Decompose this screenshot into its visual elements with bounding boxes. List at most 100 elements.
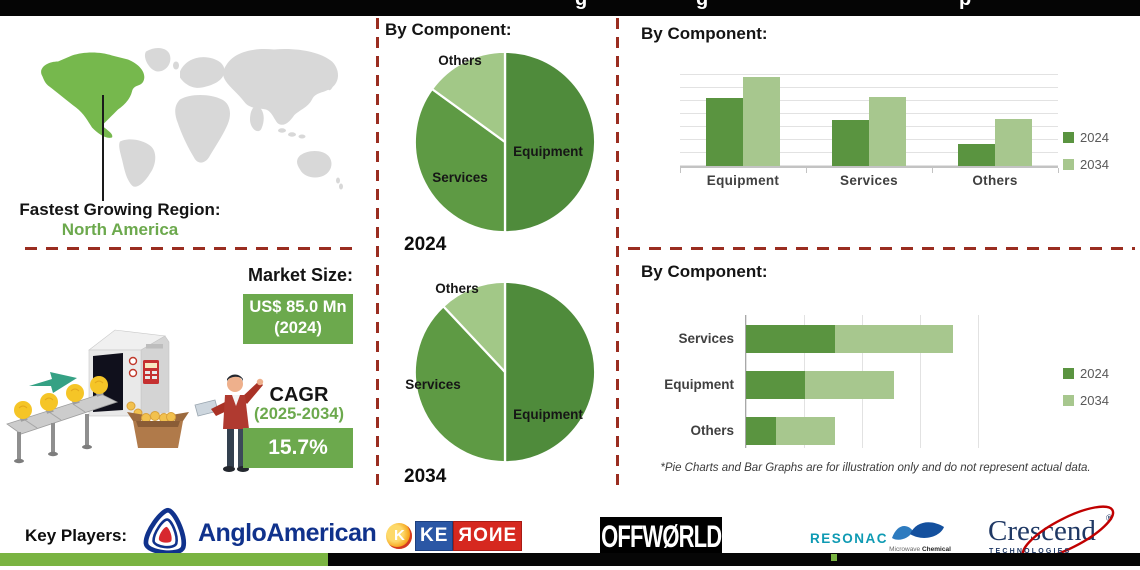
island-japan <box>327 78 335 91</box>
grouped-chart-title: By Component: <box>641 24 768 43</box>
hbar-others-2024 <box>746 417 776 445</box>
continent-europe <box>180 57 225 88</box>
category-label-services: Services <box>678 331 734 346</box>
hbar-row-equipment: Equipment <box>664 371 982 399</box>
cagr-value-box: 15.7% <box>243 428 353 468</box>
category-label-equipment: Equipment <box>706 173 780 188</box>
pie-chart-2034 <box>413 280 597 464</box>
bar-services-2034 <box>869 97 906 166</box>
legend-item: 2024 <box>1063 130 1109 145</box>
axis-tick <box>932 168 933 173</box>
divider-vertical-right <box>616 18 619 490</box>
island-uk <box>173 61 179 70</box>
person-shirt <box>232 395 240 406</box>
fastest-region-label: Fastest Growing Region: <box>19 200 221 219</box>
pie-slice-label: Others <box>438 53 482 68</box>
grouped-bar-plot <box>680 62 1059 173</box>
person-right-arm <box>241 381 263 404</box>
person-leg <box>238 429 245 467</box>
conveyor-slat <box>24 419 38 429</box>
bar-services-2024 <box>832 120 869 166</box>
divider-horizontal-left <box>25 247 355 250</box>
bar-group-others <box>932 62 1058 166</box>
divider-horizontal-right <box>628 247 1135 250</box>
crescend-technologies-text: TECHNOLOGIES <box>989 548 1072 555</box>
legend-label: 2024 <box>1080 130 1109 145</box>
machine-panel-key <box>145 371 150 374</box>
hbar-row-services: Services <box>678 325 982 353</box>
world-map <box>41 48 343 190</box>
legend-label: 2034 <box>1080 393 1109 408</box>
kerone-logo-icon: K <box>386 523 412 549</box>
market-size-value: US$ 85.0 Mn <box>249 298 347 316</box>
subcontinent-india <box>250 105 264 132</box>
bar-others-2034 <box>995 119 1032 166</box>
microwave-wave-dark <box>910 522 944 538</box>
pie-section-title: By Component: <box>385 20 512 39</box>
person-illustration <box>194 374 264 472</box>
legend-label: 2034 <box>1080 157 1109 172</box>
bar-others-2024 <box>958 144 995 166</box>
legend-item: 2034 <box>1063 393 1109 408</box>
pie-slice-equipment <box>503 50 597 234</box>
person-shoe <box>223 466 235 472</box>
microwave-chemical-logo-text: Microwave Chemical <box>878 546 962 553</box>
market-size-value-box: US$ 85.0 Mn (2024) <box>243 294 353 344</box>
person-hand <box>256 378 264 386</box>
pie-slice-others <box>442 280 507 374</box>
person-torso <box>223 395 249 429</box>
conveyor-foot <box>48 451 58 457</box>
pie-caption-2034: 2034 <box>404 466 447 487</box>
stacked-bar-plot: Services Equipment Others <box>664 315 982 448</box>
cardboard-box <box>133 421 183 448</box>
bottom-strip-green <box>0 553 328 566</box>
cagr-period: (2025-2034) <box>254 405 344 423</box>
conveyor-leg <box>85 414 89 446</box>
divider-vertical-left <box>376 18 379 490</box>
category-label-services: Services <box>840 173 898 188</box>
conveyor-leg <box>17 432 21 460</box>
machine-panel-key <box>152 376 157 379</box>
continent-north-america <box>41 52 145 138</box>
legend-item: 2024 <box>1063 366 1109 381</box>
hbar-equipment-2024 <box>746 371 805 399</box>
title-fragment: g <box>575 0 587 11</box>
bar-group-services <box>806 62 932 166</box>
person-head <box>227 376 243 392</box>
pie-slice-label: Services <box>432 170 488 185</box>
machine-panel-key <box>145 376 150 379</box>
island-indonesia <box>278 128 286 133</box>
continent-asia <box>223 49 338 125</box>
continent-greenland <box>144 48 171 72</box>
pie-slice-services <box>413 305 507 464</box>
pie-slice-label: Others <box>435 281 479 296</box>
map-pointer-line <box>102 95 104 201</box>
offworld-logo-text: OFFWØRLD <box>600 518 722 554</box>
hbar-others-2034 <box>775 417 835 445</box>
category-label-others: Others <box>690 423 734 438</box>
machine-panel-screen <box>145 363 157 368</box>
machine-warning-light <box>128 356 138 366</box>
lightbulb-icon <box>40 393 58 414</box>
title-fragment: g <box>696 0 708 11</box>
hbar-equipment-2034 <box>805 371 894 399</box>
hbar-services-2034 <box>834 325 953 353</box>
island-new-zealand <box>339 183 343 190</box>
green-arrow-icon <box>29 372 77 393</box>
pie-slice-others <box>430 50 507 144</box>
conveyor-foot <box>14 458 24 464</box>
kerone-logo-text-left: KE <box>415 521 454 551</box>
pie-caption-2024: 2024 <box>404 234 447 255</box>
machine-panel-key <box>152 371 157 374</box>
conveyor-slat <box>48 411 62 421</box>
pie-slice-label: Equipment <box>513 144 583 159</box>
person-hair <box>227 374 243 382</box>
bar-group-equipment <box>680 62 806 166</box>
machine-vent <box>146 344 163 349</box>
grouped-chart-legend: 2024 2034 <box>1063 130 1109 184</box>
microwave-word-light: Microwave <box>889 546 921 553</box>
conveyor-belt <box>6 393 119 435</box>
bottom-strip-black <box>328 553 1140 566</box>
conveyor-leg <box>51 423 55 453</box>
island-new-zealand <box>336 177 340 184</box>
